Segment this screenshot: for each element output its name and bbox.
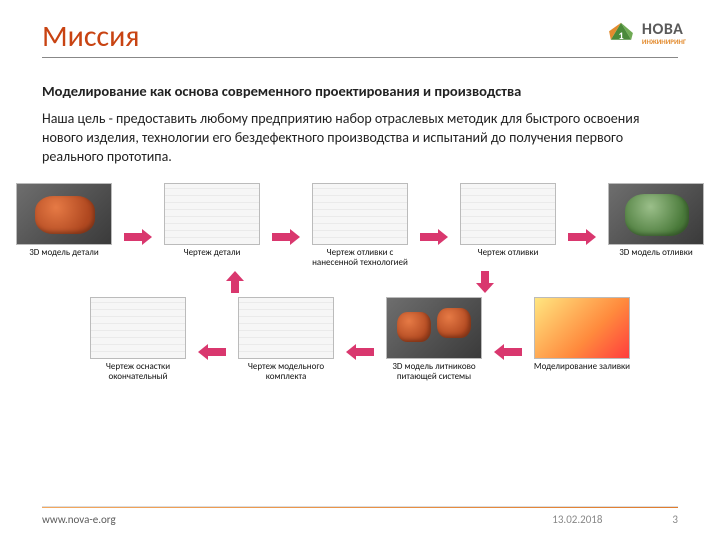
diagram-cell: Чертеж детали: [162, 183, 262, 258]
diagram-cell: Чертеж отливки: [458, 183, 558, 258]
caption: Чертеж оснастки окончательный: [88, 362, 188, 382]
diagram-vertical-arrows: [80, 271, 640, 293]
thumb-3d-gating: [386, 297, 482, 359]
footer-date: 13.02.2018: [552, 513, 602, 526]
footer-rule: [42, 506, 678, 508]
thumb-drawing: [164, 183, 260, 245]
caption: Чертеж модельного комплекта: [236, 362, 336, 382]
caption: 3D модель отливки: [619, 248, 693, 258]
diagram-bottom-row: Чертеж оснастки окончательный Чертеж мод…: [88, 297, 632, 382]
slide-footer: www.nova-e.org 13.02.2018 3: [42, 513, 678, 526]
thumb-model-kit-drawing: [238, 297, 334, 359]
brand-logo: 1 НОВА ИНЖИНИРИНГ: [604, 16, 686, 50]
arrow-right-icon: [124, 229, 152, 245]
title-underline: [42, 57, 678, 58]
thumb-3d-part: [16, 183, 112, 245]
diagram-top-row: 3D модель детали Чертеж детали Чертеж от…: [14, 183, 706, 268]
page-title: Миссия: [42, 18, 678, 55]
diagram-cell: 3D модель детали: [14, 183, 114, 258]
thumb-casting-drawing: [460, 183, 556, 245]
diagram-cell: 3D модель литниково питающей системы: [384, 297, 484, 382]
caption: Чертеж детали: [184, 248, 241, 258]
diagram-cell: Чертеж отливки с нанесенной технологией: [310, 183, 410, 268]
thumb-drawing-tech: [312, 183, 408, 245]
arrow-left-icon: [198, 344, 226, 360]
caption: 3D модель литниково питающей системы: [384, 362, 484, 382]
diagram-cell: Чертеж модельного комплекта: [236, 297, 336, 382]
diagram-cell: Моделирование заливки: [532, 297, 632, 372]
arrow-left-icon: [494, 344, 522, 360]
arrow-right-icon: [272, 229, 300, 245]
logo-text-sub: ИНЖИНИРИНГ: [642, 38, 686, 45]
caption: Моделирование заливки: [534, 362, 630, 372]
body-text: Наша цель - предоставить любому предприя…: [42, 110, 678, 167]
caption: Чертеж отливки: [478, 248, 539, 258]
subtitle: Моделирование как основа современного пр…: [42, 82, 678, 100]
svg-text:1: 1: [618, 29, 623, 42]
caption: Чертеж отливки с нанесенной технологией: [310, 248, 410, 268]
thumb-3d-casting: [608, 183, 704, 245]
arrow-up-icon: [226, 271, 244, 293]
footer-page-number: 3: [672, 513, 678, 526]
diagram-cell: 3D модель отливки: [606, 183, 706, 258]
logo-mark: 1: [604, 16, 638, 50]
thumb-tooling-drawing: [90, 297, 186, 359]
diagram-cell: Чертеж оснастки окончательный: [88, 297, 188, 382]
footer-url: www.nova-e.org: [42, 513, 116, 526]
arrow-right-icon: [568, 229, 596, 245]
logo-text-main: НОВА: [642, 22, 686, 38]
arrow-right-icon: [420, 229, 448, 245]
arrow-left-icon: [346, 344, 374, 360]
caption: 3D модель детали: [29, 248, 98, 258]
arrow-down-icon: [476, 271, 494, 293]
thumb-simulation: [534, 297, 630, 359]
process-diagram: 3D модель детали Чертеж детали Чертеж от…: [42, 183, 678, 383]
